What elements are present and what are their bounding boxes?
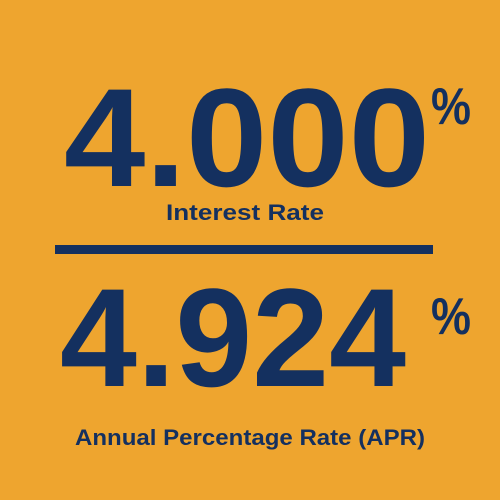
rate-label: Annual Percentage Rate (APR) [75,425,425,450]
rate-unit: % [431,78,471,136]
rate-unit: % [431,288,471,346]
rate-label: Interest Rate [166,200,324,225]
rate-value: 4.000 [64,59,430,216]
divider [55,245,433,254]
rate-value: 4.924 [60,259,406,416]
